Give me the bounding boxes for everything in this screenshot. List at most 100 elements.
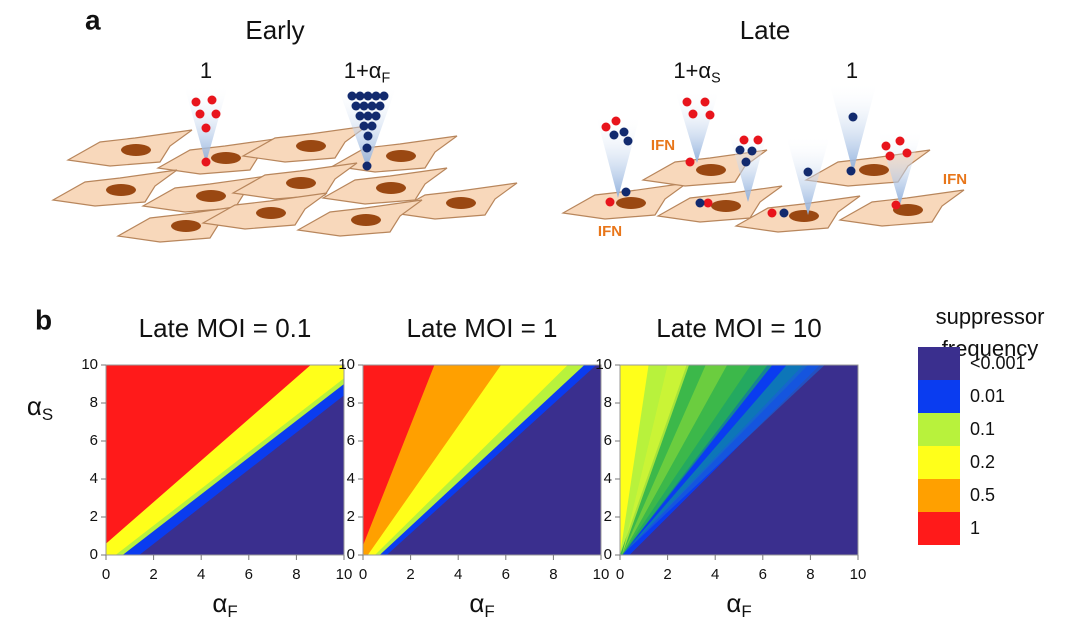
virion (754, 136, 763, 145)
y-tick-label: 10 (338, 356, 355, 373)
label: αF (726, 588, 751, 621)
virion (742, 158, 751, 167)
legend-swatch (918, 347, 960, 380)
virion (212, 110, 221, 119)
y-tick-label: 8 (604, 394, 612, 411)
y-tick-label: 4 (347, 470, 355, 487)
virion (847, 167, 856, 176)
label: 1 (200, 58, 212, 83)
virion (892, 201, 901, 210)
virion (363, 144, 372, 153)
label-text: 1+α (344, 58, 382, 83)
x-tick-label: 10 (593, 566, 610, 583)
label-subscript: F (741, 602, 751, 621)
y-tick-label: 2 (90, 508, 98, 525)
legend-label: 0.01 (970, 386, 1005, 406)
nucleus (256, 207, 286, 219)
nucleus (121, 144, 151, 156)
cell-illustration (53, 82, 964, 242)
annotation: IFN (598, 223, 622, 240)
virion (602, 123, 611, 132)
y-tick-label: 4 (604, 470, 612, 487)
virion (768, 209, 777, 218)
legend-swatch (918, 413, 960, 446)
label-subscript: F (484, 602, 494, 621)
annotation: IFN (651, 137, 675, 154)
virion (368, 102, 377, 111)
virion (689, 110, 698, 119)
late-title: Late (740, 15, 791, 45)
label-text: α (27, 391, 42, 421)
virion (192, 98, 201, 107)
chart-title: Late MOI = 1 (406, 313, 557, 343)
x-tick-label: 2 (406, 566, 414, 583)
y-tick-label: 10 (81, 356, 98, 373)
nucleus (616, 197, 646, 209)
figure: a Early Late b 11+αF1+αS1IFNIFNIFNLate M… (0, 0, 1083, 629)
nucleus (286, 177, 316, 189)
virion (740, 136, 749, 145)
label-subscript: S (711, 70, 721, 86)
virion (360, 102, 369, 111)
x-tick-label: 8 (549, 566, 557, 583)
nucleus (211, 152, 241, 164)
x-tick-label: 6 (245, 566, 253, 583)
virion (363, 162, 372, 171)
virion (903, 149, 912, 158)
virion (849, 113, 858, 122)
x-tick-label: 0 (616, 566, 624, 583)
y-tick-label: 8 (90, 394, 98, 411)
virion (368, 122, 377, 131)
x-tick-label: 0 (359, 566, 367, 583)
virion (348, 92, 357, 101)
x-tick-label: 10 (850, 566, 867, 583)
virion (696, 199, 705, 208)
virion (372, 112, 381, 121)
label-subscript: F (227, 602, 237, 621)
legend-label: <0.001 (970, 353, 1026, 373)
y-tick-label: 10 (595, 356, 612, 373)
y-tick-label: 0 (604, 546, 612, 563)
virion (683, 98, 692, 107)
virion (356, 92, 365, 101)
x-tick-label: 8 (806, 566, 814, 583)
y-tick-label: 6 (90, 432, 98, 449)
early-title: Early (245, 15, 304, 45)
virion (208, 96, 217, 105)
nucleus (296, 140, 326, 152)
x-tick-label: 2 (149, 566, 157, 583)
x-tick-label: 2 (663, 566, 671, 583)
y-tick-label: 0 (347, 546, 355, 563)
label: αS (27, 391, 53, 424)
virion (610, 131, 619, 140)
nucleus (859, 164, 889, 176)
nucleus (696, 164, 726, 176)
virion (736, 146, 745, 155)
x-tick-label: 4 (197, 566, 205, 583)
x-tick-label: 8 (292, 566, 300, 583)
virion (606, 198, 615, 207)
label-text: α (212, 588, 227, 618)
virion (896, 137, 905, 146)
virion (356, 112, 365, 121)
annotation: IFN (943, 171, 967, 188)
y-tick-label: 2 (604, 508, 612, 525)
x-tick-label: 6 (502, 566, 510, 583)
legend-label: 0.1 (970, 419, 995, 439)
legend-label: 0.5 (970, 485, 995, 505)
y-tick-label: 4 (90, 470, 98, 487)
y-tick-label: 8 (347, 394, 355, 411)
virion (380, 92, 389, 101)
legend-label: 0.2 (970, 452, 995, 472)
label-text: 1 (846, 58, 858, 83)
nucleus (386, 150, 416, 162)
virion (612, 117, 621, 126)
panel-label: a (85, 4, 101, 35)
legend-label: 1 (970, 518, 980, 538)
virion (202, 158, 211, 167)
virion (372, 92, 381, 101)
legend-title: suppressor (936, 304, 1045, 329)
label: 1+αF (344, 58, 391, 87)
virion (686, 158, 695, 167)
virion (804, 168, 813, 177)
